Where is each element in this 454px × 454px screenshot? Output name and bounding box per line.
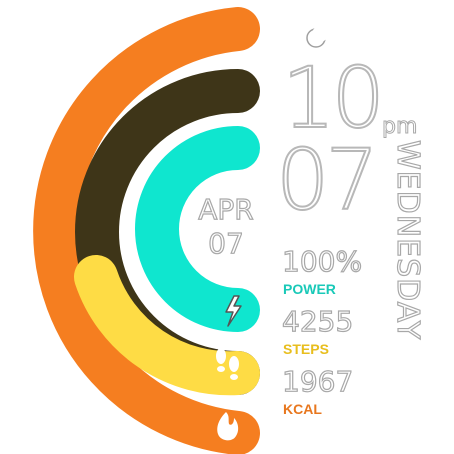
date-month: APR (198, 193, 255, 226)
moon-icon (306, 26, 328, 48)
power-label: POWER (283, 281, 336, 297)
power-ring (135, 126, 260, 332)
steps-value: 4255 (281, 305, 354, 338)
weekday-display: WEDNESDAY (389, 139, 425, 341)
footprints-icon (216, 348, 239, 380)
power-value: 100% (281, 245, 363, 278)
kcal-label: KCAL (283, 401, 322, 417)
minute-display: 07 (275, 131, 380, 229)
flame-icon (217, 412, 239, 441)
kcal-value: 1967 (281, 365, 354, 398)
calorie-ring (33, 7, 260, 454)
hour-display: 10 (281, 49, 386, 147)
steps-label: STEPS (283, 341, 329, 357)
steps-ring (74, 255, 260, 396)
lightning-icon (225, 295, 242, 327)
date-day: 07 (208, 227, 245, 260)
ampm-indicator: pm (381, 114, 418, 139)
